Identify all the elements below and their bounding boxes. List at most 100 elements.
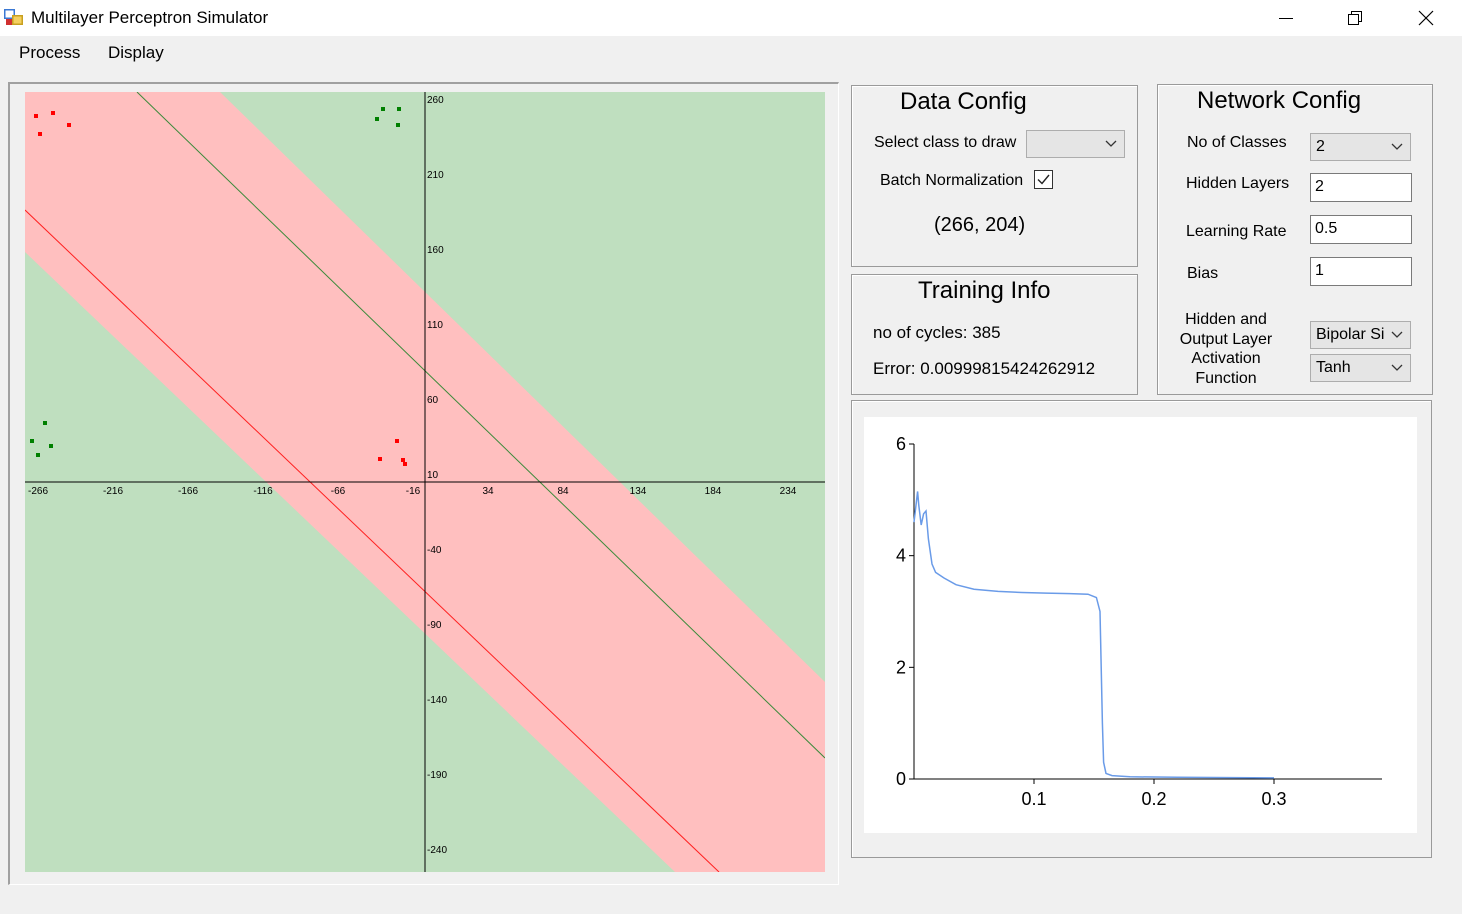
error-series-line (913, 491, 1275, 779)
x-tick-label: -66 (331, 486, 346, 497)
classes-value: 2 (1316, 138, 1325, 155)
minimize-button[interactable] (1263, 0, 1309, 36)
red-boundary-line (25, 209, 720, 872)
y-tick-label: -90 (427, 620, 442, 631)
x-tick-label: 0.2 (1141, 789, 1166, 809)
window-title: Multilayer Perceptron Simulator (31, 8, 269, 27)
x-tick-label: 0.1 (1021, 789, 1046, 809)
hidden-activation-dropdown[interactable]: Bipolar Si (1310, 321, 1411, 349)
activation-label-line: Activation (1191, 350, 1261, 367)
green-boundary-line (136, 92, 825, 759)
data-point (67, 123, 71, 127)
chevron-down-icon (1391, 331, 1403, 338)
data-point (381, 107, 385, 111)
restore-icon (1348, 11, 1362, 25)
activation-label: Hidden and Output Layer Activation Funct… (1170, 310, 1282, 388)
activation-label-line: Output Layer (1179, 330, 1273, 348)
select-class-dropdown[interactable] (1026, 130, 1125, 158)
y-tick-label: -240 (427, 845, 447, 856)
data-point (51, 111, 55, 115)
title-bar: Multilayer Perceptron Simulator (0, 0, 1462, 36)
error-chart: 0.1 0.2 0.3 0 2 4 6 (864, 417, 1417, 833)
y-tick-label: 160 (427, 245, 444, 256)
close-button[interactable] (1403, 0, 1449, 36)
output-activation-value: Tanh (1316, 359, 1351, 376)
data-point (378, 457, 382, 461)
hidden-layers-label: Hidden Layers (1186, 175, 1290, 192)
data-point (49, 444, 53, 448)
x-tick-label: 34 (482, 486, 494, 497)
minimize-icon (1279, 18, 1293, 19)
batch-norm-label: Batch Normalization (880, 172, 1024, 189)
data-point (396, 123, 400, 127)
y-tick-label: 4 (896, 546, 906, 566)
data-point (375, 117, 379, 121)
y-tick-label: 210 (427, 170, 444, 181)
data-point (34, 114, 38, 118)
chevron-down-icon (1105, 140, 1117, 147)
data-point (395, 439, 399, 443)
x-tick-label: 134 (630, 486, 647, 497)
class-b-points (30, 107, 401, 457)
data-point (397, 107, 401, 111)
x-tick-label: 0.3 (1261, 789, 1286, 809)
error-value: Error: 0.00999815424262912 (873, 359, 1096, 378)
app-icon (4, 9, 23, 25)
y-tick-label: 110 (427, 320, 443, 331)
y-tick-label: 10 (427, 470, 439, 481)
data-point (30, 439, 34, 443)
restore-button[interactable] (1332, 0, 1378, 36)
network-config-group (1157, 84, 1433, 395)
cycles-count: no of cycles: 385 (873, 323, 1001, 342)
select-class-label: Select class to draw (874, 134, 1017, 151)
data-point (403, 462, 407, 466)
y-tick-label: -190 (427, 770, 447, 781)
output-activation-dropdown[interactable]: Tanh (1310, 354, 1411, 382)
checkmark-icon (1037, 174, 1050, 185)
classes-label: No of Classes (1187, 134, 1287, 151)
hidden-activation-value: Bipolar Si (1316, 326, 1385, 343)
data-point (401, 458, 405, 462)
y-tick-label: -140 (427, 695, 447, 706)
decision-plot[interactable]: -266 -216 -166 -116 -66 -16 34 84 134 184 234 260 2… (25, 92, 825, 872)
cursor-coordinates: (266, 204) (934, 214, 1026, 236)
data-config-title: Data Config (900, 88, 1027, 115)
hidden-layers-input[interactable]: 2 (1310, 173, 1412, 202)
menu-bar: Process Display (0, 36, 1462, 70)
y-tick-label: 6 (896, 434, 906, 454)
x-tick-label: -216 (103, 486, 123, 497)
x-tick-label: 234 (780, 486, 797, 497)
bias-input[interactable]: 1 (1310, 257, 1412, 286)
y-tick-label: -40 (427, 545, 442, 556)
menu-process[interactable]: Process (19, 43, 81, 62)
y-tick-label: 60 (427, 395, 439, 406)
bias-label: Bias (1187, 265, 1219, 282)
chevron-down-icon (1391, 364, 1403, 371)
learning-rate-input[interactable]: 0.5 (1310, 215, 1412, 244)
data-point (38, 132, 42, 136)
error-chart-group (851, 400, 1432, 858)
data-point (36, 453, 40, 457)
menu-display[interactable]: Display (108, 43, 164, 62)
y-tick-label: 260 (427, 95, 444, 106)
class-a-points (34, 111, 407, 466)
y-tick-label: 0 (896, 769, 906, 789)
learning-rate-label: Learning Rate (1186, 223, 1287, 240)
x-tick-label: -266 (28, 486, 48, 497)
network-config-title: Network Config (1197, 87, 1362, 114)
x-tick-label: 184 (705, 486, 722, 497)
x-tick-label: -116 (253, 486, 273, 497)
training-info-title: Training Info (918, 277, 1051, 304)
chevron-down-icon (1391, 143, 1403, 150)
data-config-group (851, 85, 1138, 267)
y-tick-label: 2 (896, 657, 906, 677)
activation-label-line: Function (1195, 369, 1257, 387)
x-tick-label: -166 (178, 486, 198, 497)
close-icon (1418, 10, 1434, 26)
training-info-group (851, 274, 1138, 395)
batch-norm-checkbox[interactable] (1034, 170, 1053, 189)
x-tick-label: -16 (406, 486, 421, 497)
chart-background (864, 417, 1417, 833)
classes-dropdown[interactable]: 2 (1310, 133, 1411, 161)
x-tick-label: 84 (557, 486, 569, 497)
